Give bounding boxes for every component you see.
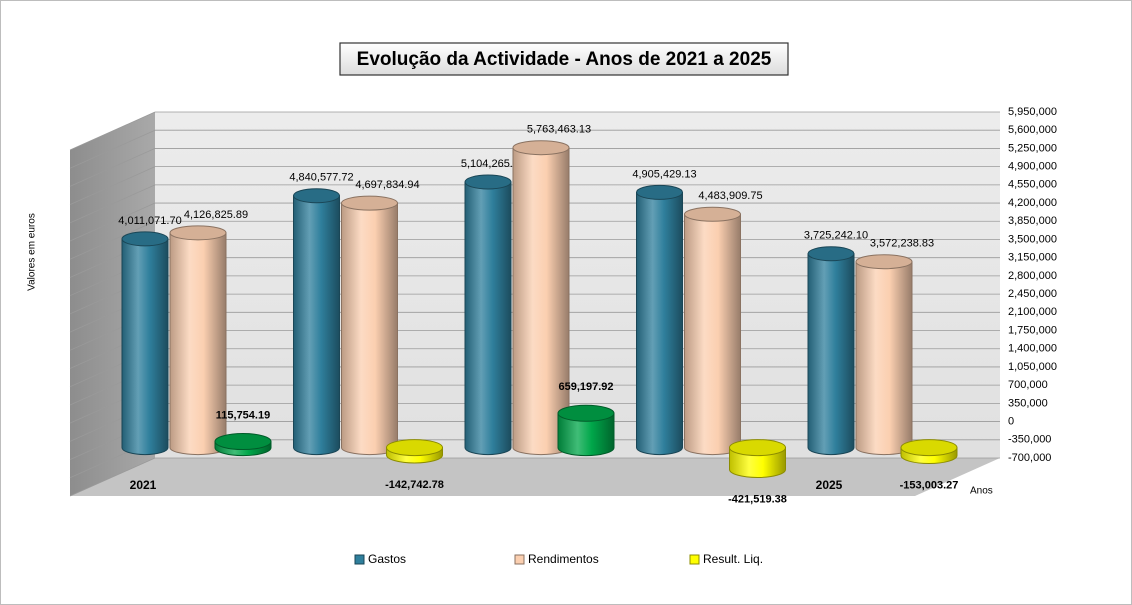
y-tick-label: 4,900,000 (1008, 161, 1057, 173)
cylinder-bar-top (293, 188, 340, 204)
cylinder-bar (293, 188, 340, 456)
legend-swatch (514, 554, 525, 565)
cylinder-bar-body (807, 253, 855, 456)
value-label: 4,697,834.94 (355, 179, 419, 191)
y-tick-label: 5,950,000 (1008, 106, 1057, 118)
y-tick-label: 2,450,000 (1008, 288, 1057, 300)
cylinder-bar-body (464, 181, 512, 456)
cylinder-bar-top (807, 246, 855, 262)
y-tick-label: 700,000 (1008, 379, 1048, 391)
grid-line (69, 220, 156, 260)
cylinder-bar-body (855, 261, 913, 456)
y-tick-label: 4,550,000 (1008, 179, 1057, 191)
grid-line (69, 202, 156, 242)
legend-label: Rendimentos (528, 552, 599, 566)
cylinder-bar (464, 174, 512, 456)
cylinder-bar-top (386, 439, 443, 457)
grid-line (69, 148, 156, 187)
value-label: 115,754.19 (216, 409, 270, 421)
cylinder-bar-top (214, 433, 272, 451)
value-label: 3,725,242.10 (804, 230, 868, 242)
cylinder-bar-body (293, 195, 340, 456)
cylinder-bar-body (121, 238, 169, 456)
cylinder-bar-top (341, 195, 398, 211)
cylinder-bar-top (557, 404, 615, 422)
legend-swatch (354, 554, 365, 565)
legend-label: Gastos (368, 552, 406, 566)
title-box (339, 42, 789, 76)
cylinder-bar (807, 246, 855, 456)
cylinder-bar-top (729, 439, 786, 457)
cylinder-bar (214, 433, 272, 457)
value-label: 659,197.92 (558, 381, 613, 393)
cylinder-bar (855, 254, 913, 456)
cylinder-bar-body (684, 213, 741, 456)
cylinder-bar (900, 439, 958, 465)
cylinder-bar-top (855, 254, 913, 270)
y-tick-label: 1,050,000 (1008, 361, 1057, 373)
grid-line (69, 166, 156, 205)
x-tick-label: 2025 (816, 478, 843, 492)
y-tick-label: 4,200,000 (1008, 197, 1057, 209)
cylinder-bar (386, 439, 443, 464)
value-label: 5,104,265.21 (461, 158, 525, 170)
chart-title: Evolução da Actividade - Anos de 2021 a … (357, 49, 772, 70)
cylinder-bar-body (557, 412, 615, 457)
x-tick-label: 2021 (130, 478, 157, 492)
x-axis-label: Anos (970, 486, 993, 497)
cylinder-bar-body (729, 447, 786, 479)
value-label: -421,519.38 (728, 493, 787, 505)
value-label: -153,003.27 (900, 479, 959, 491)
grid-line (69, 111, 156, 151)
y-tick-label: 2,100,000 (1008, 306, 1057, 318)
value-label: 5,763,463.13 (527, 124, 591, 136)
value-label: -142,742.78 (385, 479, 444, 491)
y-tick-label: 2,800,000 (1008, 270, 1057, 282)
cylinder-bar-top (684, 206, 741, 222)
cylinder-bar (512, 140, 570, 456)
y-tick-label: 5,600,000 (1008, 124, 1057, 136)
y-tick-label: -350,000 (1008, 434, 1051, 446)
cylinder-bar-top (636, 184, 683, 200)
y-tick-label: 5,250,000 (1008, 142, 1057, 154)
cylinder-bar-top (169, 225, 227, 241)
value-label: 4,483,909.75 (698, 190, 762, 202)
cylinder-bar-top (900, 439, 958, 457)
cylinder-bar-body (512, 147, 570, 456)
cylinder-bar-top (464, 174, 512, 190)
y-tick-label: 1,750,000 (1008, 324, 1057, 336)
grid-line (69, 184, 156, 224)
y-axis-label: Valores em euros (27, 213, 38, 291)
y-tick-label: 3,500,000 (1008, 233, 1057, 245)
cylinder-bar-body (636, 191, 683, 456)
value-label: 3,572,238.83 (870, 238, 934, 250)
value-label: 4,840,577.72 (289, 172, 353, 184)
value-label: 4,905,429.13 (632, 168, 696, 180)
cylinder-bar-top (121, 231, 169, 247)
cylinder-bar (557, 404, 615, 457)
cylinder-bar (121, 231, 169, 456)
y-tick-label: 350,000 (1008, 397, 1048, 409)
value-label: 4,011,071.70 (118, 215, 181, 227)
cylinder-bar-body (341, 202, 398, 456)
y-tick-label: 0 (1008, 415, 1014, 427)
cylinder-bar (341, 195, 398, 456)
floor (70, 458, 1000, 496)
value-label: 4,126,825.89 (184, 209, 248, 221)
cylinder-bar-top (512, 140, 570, 156)
legend-label: Result. Liq. (703, 552, 763, 566)
y-tick-label: 3,850,000 (1008, 215, 1057, 227)
cylinder-bar (729, 439, 786, 479)
grid-line (69, 457, 156, 497)
cylinder-bar (684, 206, 741, 456)
cylinder-bar (169, 225, 227, 456)
y-tick-label: 1,400,000 (1008, 343, 1057, 355)
legend-swatch (689, 554, 700, 565)
grid-line (69, 129, 156, 169)
y-tick-label: -700,000 (1008, 452, 1051, 464)
y-tick-label: 3,150,000 (1008, 252, 1057, 264)
cylinder-bar (636, 184, 683, 456)
